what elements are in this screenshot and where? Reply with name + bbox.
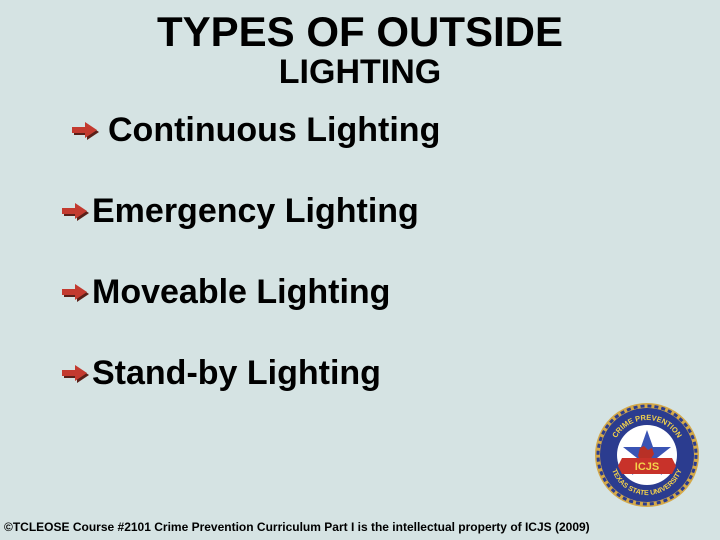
badge-seal: ICJS CRIME PREVENTION TEXAS STATE UNIVER…: [592, 400, 702, 510]
banner-text: ICJS: [635, 461, 659, 473]
arrow-right-icon: [72, 121, 100, 141]
slide: TYPES OF OUTSIDE LIGHTING Continuous Lig…: [0, 0, 720, 540]
bullet-item: Emergency Lighting: [62, 192, 720, 231]
bullet-list: Continuous Lighting Emergency Lighting Mov…: [0, 111, 720, 393]
title-block: TYPES OF OUTSIDE LIGHTING: [0, 10, 720, 91]
bullet-text: Stand-by Lighting: [92, 354, 381, 393]
title-line-1: TYPES OF OUTSIDE: [0, 10, 720, 54]
bullet-text: Emergency Lighting: [92, 192, 419, 231]
title-line-2: LIGHTING: [0, 54, 720, 91]
bullet-text: Moveable Lighting: [92, 273, 390, 312]
footer-copyright: ©TCLEOSE Course #2101 Crime Prevention C…: [4, 520, 590, 534]
arrow-right-icon: [62, 283, 90, 303]
bullet-item: Stand-by Lighting: [62, 354, 720, 393]
bullet-item: Continuous Lighting: [62, 111, 720, 150]
arrow-right-icon: [62, 364, 90, 384]
arrow-right-icon: [62, 202, 90, 222]
seal-icon: ICJS CRIME PREVENTION TEXAS STATE UNIVER…: [592, 400, 702, 510]
bullet-item: Moveable Lighting: [62, 273, 720, 312]
bullet-text: Continuous Lighting: [108, 111, 440, 150]
